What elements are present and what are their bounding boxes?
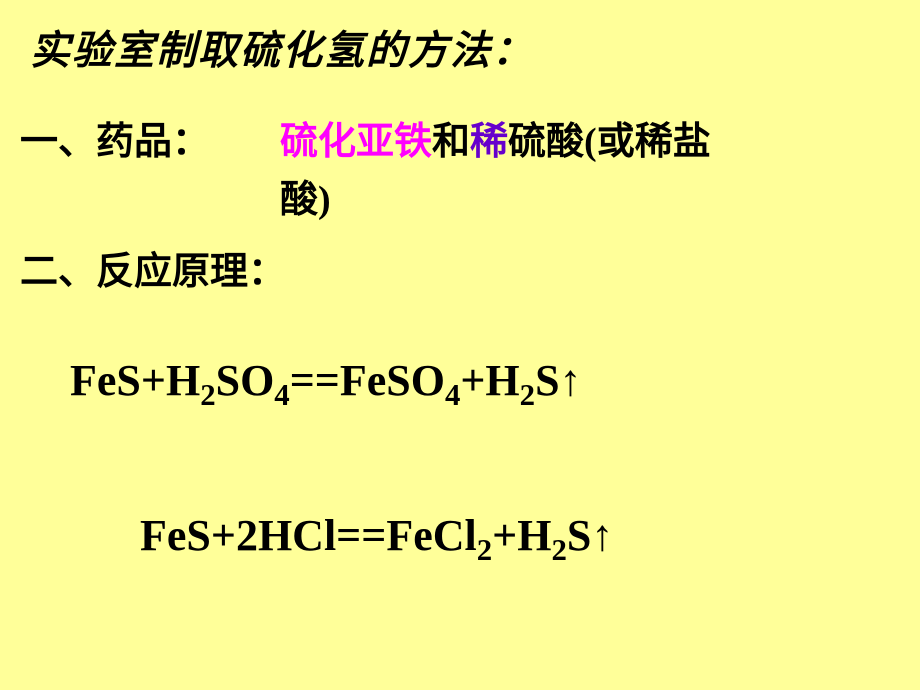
eq1-text: FeS+H2SO4==FeSO4+H2S	[70, 356, 560, 405]
reagent-and: 和	[432, 121, 470, 163]
gas-arrow-icon: ↑	[591, 510, 613, 561]
reagent-ferrous-sulfide: 硫化亚铁	[280, 121, 432, 163]
reagent-sulfuric-acid: 硫酸(或稀盐	[508, 121, 711, 163]
reagent-text-line1: 硫化亚铁和稀硫酸(或稀盐	[280, 110, 711, 165]
equation-1: FeS+H2SO4==FeSO4+H2S↑	[70, 355, 582, 406]
equation-2: FeS+2HCl==FeCl2+H2S↑	[140, 510, 613, 561]
page-title: 实验室制取硫化氢的方法：	[30, 18, 534, 76]
section-1-label: 一、药品：	[20, 110, 210, 165]
reagent-text-line2: 酸)	[280, 168, 331, 223]
gas-arrow-icon: ↑	[560, 355, 582, 406]
section-2-label: 二、反应原理：	[20, 240, 286, 295]
reagent-dilute: 稀	[470, 121, 508, 163]
eq2-text: FeS+2HCl==FeCl2+H2S	[140, 511, 591, 560]
